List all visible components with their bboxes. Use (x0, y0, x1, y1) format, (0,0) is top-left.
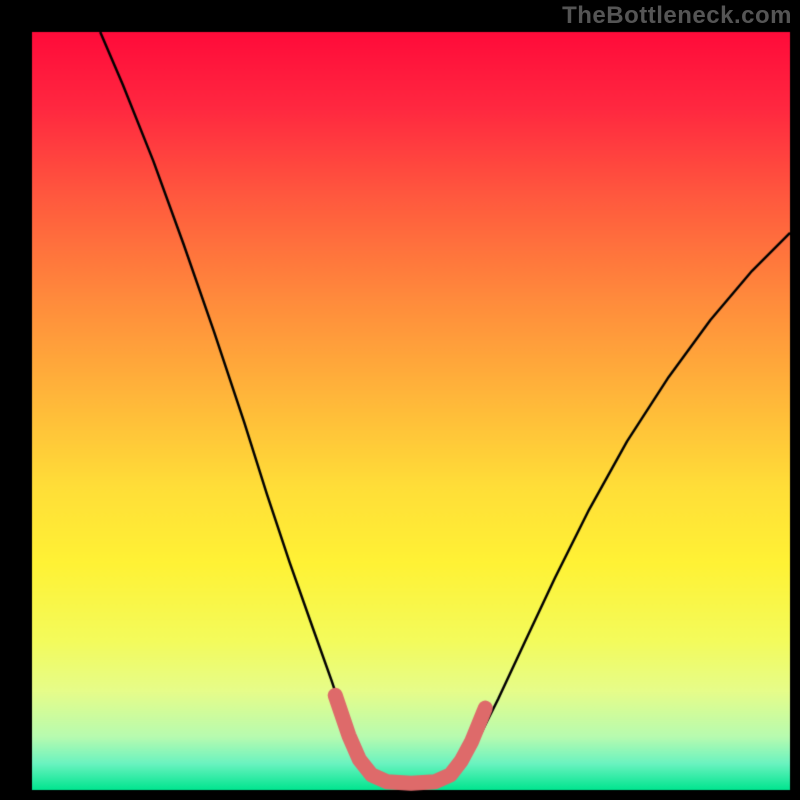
watermark-text: TheBottleneck.com (562, 2, 792, 30)
bottleneck-chart-canvas (0, 0, 800, 800)
